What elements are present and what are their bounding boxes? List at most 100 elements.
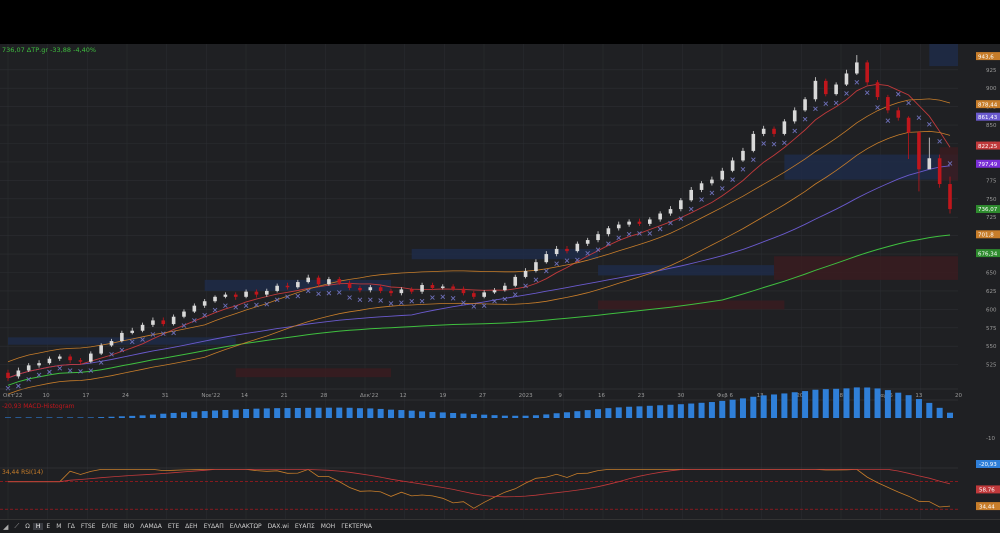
sar-marker	[895, 91, 901, 97]
macd-bar	[833, 388, 840, 418]
toolbar-item[interactable]: Μ	[56, 523, 62, 530]
stock-chart[interactable]: 9259008758508258007757507257006756506256…	[0, 42, 1000, 519]
sar-marker	[67, 368, 73, 373]
candle-body	[710, 179, 714, 184]
toolbar-item[interactable]: ΕΛΠΕ	[101, 523, 118, 530]
sar-marker	[119, 347, 125, 353]
price-tick-label: 925	[986, 68, 997, 74]
toolbar-item[interactable]: ΕΤΕ	[167, 523, 180, 530]
macd-bar	[325, 407, 332, 418]
sar-marker	[57, 365, 63, 371]
toolbar-item[interactable]: ΕΛΛΑΚΤΩΡ	[229, 523, 262, 530]
price-tag	[976, 230, 1000, 239]
sar-marker	[243, 303, 249, 308]
candle-body	[492, 290, 497, 293]
candle-body	[823, 80, 828, 95]
sar-marker	[140, 337, 145, 342]
candle-body	[534, 262, 538, 272]
sar-marker	[575, 257, 580, 263]
candle-body	[761, 128, 766, 134]
sar-marker	[647, 231, 653, 236]
candle-body	[689, 189, 694, 201]
macd-histogram-panel: -10 -20,93	[0, 387, 1000, 468]
macd-bar	[605, 408, 612, 418]
sar-marker	[937, 138, 942, 144]
candle-body	[751, 133, 756, 151]
macd-bar	[512, 415, 519, 418]
toolbar-item[interactable]: FTSE	[80, 523, 96, 530]
sar-marker	[471, 304, 477, 309]
toolbar-item[interactable]: Ε	[46, 523, 51, 530]
macd-bar	[553, 413, 560, 418]
candle-body	[26, 365, 31, 371]
candle-body	[834, 84, 838, 95]
sar-marker	[440, 294, 446, 300]
price-tick-label: 725	[986, 215, 997, 221]
candle-body	[668, 209, 673, 214]
candle-body	[472, 293, 476, 297]
date-tick-label: 20	[796, 393, 803, 399]
bollinger-upper-line	[7, 98, 951, 363]
date-tick-label: Δεκ'22	[360, 393, 379, 399]
toolbar-item[interactable]: ΜΟΗ	[320, 523, 336, 530]
macd-bar	[884, 390, 891, 418]
price-tag-label: 861,43	[978, 115, 998, 121]
candle-body	[316, 277, 321, 285]
candle-body	[772, 128, 776, 134]
macd-bar	[356, 408, 363, 418]
candle-body	[233, 294, 238, 297]
toolbar-item[interactable]: ΕΥΔΑΠ	[203, 523, 224, 530]
candle-body	[575, 243, 580, 252]
sar-marker	[657, 226, 663, 232]
chart-canvas[interactable]: 9259008758508258007757507257006756506256…	[0, 42, 1000, 519]
macd-bar	[481, 414, 488, 418]
sar-marker	[947, 161, 953, 166]
candle-body	[937, 158, 942, 185]
candle-body	[244, 291, 248, 297]
sar-marker	[492, 298, 497, 304]
macd-bar	[191, 411, 198, 418]
toolbar-item[interactable]: Η	[32, 523, 44, 530]
macd-bar	[791, 392, 798, 418]
sar-marker	[481, 303, 487, 308]
toolbar-item[interactable]: ΒΙΟ	[123, 523, 135, 530]
macd-tick-label: -10	[986, 436, 995, 442]
candle-body	[451, 286, 455, 289]
sar-marker	[512, 292, 518, 297]
candle-body	[927, 158, 932, 170]
price-tag	[976, 112, 1000, 121]
toolbar-item[interactable]: DAX.wi	[267, 523, 289, 530]
macd-bar	[802, 391, 809, 418]
candle-body	[202, 301, 207, 306]
sar-marker	[160, 331, 166, 336]
price-tag-label: 797,49	[978, 162, 998, 168]
toolbar-item[interactable]: ΓΔ	[67, 523, 75, 530]
macd-bar	[812, 389, 819, 418]
sar-marker	[730, 177, 735, 182]
draw-tool-icon[interactable]: ◢	[3, 522, 9, 531]
macd-bar	[646, 405, 653, 418]
toolbar-item[interactable]: ΕΥΑΠΣ	[294, 523, 315, 530]
rsi-label: 34,44 RSI(14)	[2, 469, 43, 476]
rsi-tag	[976, 502, 1000, 511]
sar-marker	[461, 300, 466, 306]
toolbar-item[interactable]: Ω	[25, 523, 30, 530]
sar-marker	[926, 122, 932, 127]
toolbar-item[interactable]: ΛΑΜΔΑ	[140, 523, 162, 530]
macd-bar	[947, 412, 953, 418]
macd-bar	[688, 403, 695, 418]
toolbar-item[interactable]: ΓΕΚΤΕΡΝΑ	[341, 523, 372, 530]
toolbar-item[interactable]: ΔΕΗ	[185, 523, 198, 530]
rsi-ma-line	[8, 468, 951, 498]
macd-bar	[87, 417, 94, 418]
candle-body	[637, 221, 642, 224]
macd-bar	[149, 414, 156, 418]
line-tool-icon[interactable]: ⟋	[14, 522, 20, 530]
sar-marker	[98, 360, 104, 365]
sar-marker	[554, 261, 559, 266]
macd-bar	[522, 415, 529, 418]
price-tag-label: 878,44	[978, 102, 998, 108]
candle-body	[358, 287, 362, 291]
date-tick-label: 27	[479, 393, 486, 399]
date-tick-label: 14	[241, 393, 248, 399]
